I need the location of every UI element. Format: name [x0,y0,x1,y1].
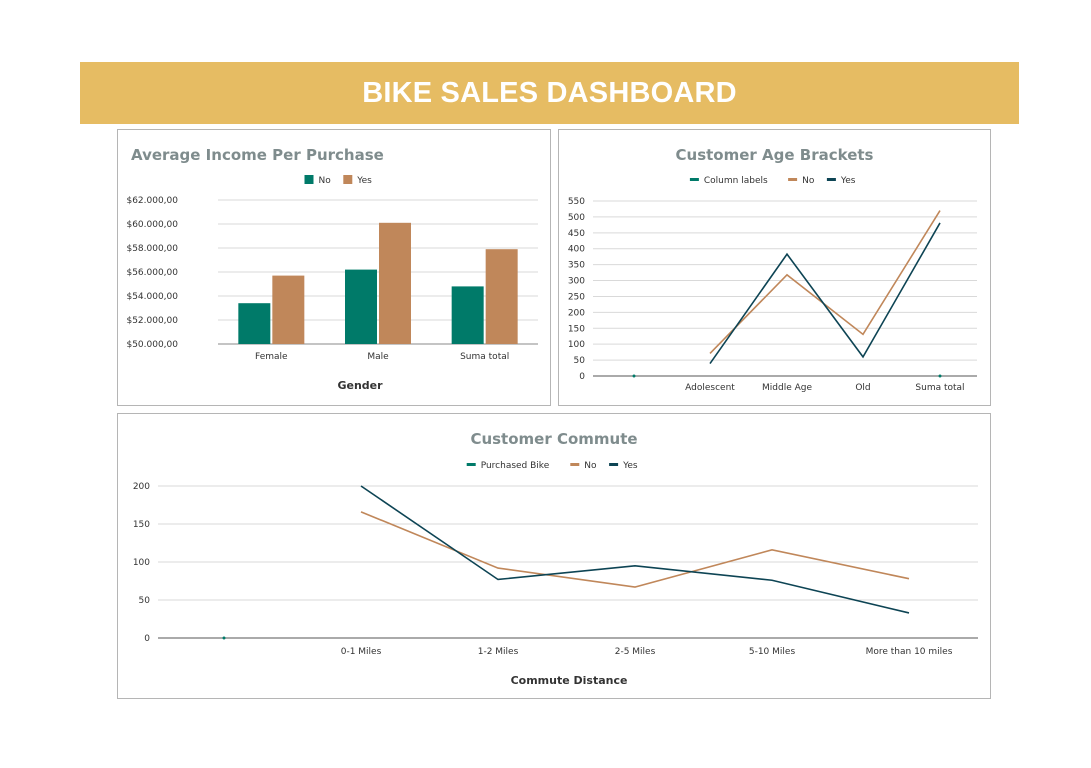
x-axis-label: Commute Distance [511,674,628,687]
point-0-0 [632,374,636,378]
y-tick-label: 150 [568,324,585,334]
legend-swatch-0 [304,175,314,184]
x-tick-label: 2-5 Miles [615,647,656,657]
point-0-4 [938,374,942,378]
dashboard-title: BIKE SALES DASHBOARD [362,76,737,109]
y-tick-label: 200 [568,308,585,318]
legend-label-1: Yes [356,176,372,186]
bar-yes-2 [485,249,518,344]
x-tick-label: Adolescent [685,383,735,393]
bar-no-1 [345,269,377,344]
x-axis-label: Gender [337,379,383,392]
bar-no-0 [238,303,271,344]
dashboard-banner: BIKE SALES DASHBOARD [80,62,1019,124]
y-tick-label: $62.000,00 [126,196,178,206]
x-tick-label: More than 10 miles [866,647,953,657]
y-tick-label: 400 [568,245,585,255]
income-chart-panel: Average Income Per Purchase No Yes $50.000,… [117,129,551,406]
y-tick-label: $54.000,00 [126,292,178,302]
y-tick-label: 550 [568,197,585,207]
legend-label-1: No [584,461,597,471]
legend-label-0: No [319,176,332,186]
y-tick-label: 0 [579,372,585,382]
y-tick-label: $52.000,00 [126,316,178,326]
y-tick-label: $56.000,00 [126,268,178,278]
bar-yes-1 [379,222,411,344]
y-tick-label: 300 [568,277,585,287]
legend-label-2: Yes [622,461,638,471]
y-tick-label: $58.000,00 [126,244,178,254]
y-tick-label: 100 [133,558,150,568]
x-tick-label: 1-2 Miles [478,647,519,657]
y-tick-label: 50 [574,356,586,366]
legend-swatch-1 [343,175,353,184]
point-0-0 [222,636,226,640]
y-tick-label: 100 [568,340,585,350]
y-tick-label: 50 [139,596,151,606]
chart-title: Average Income Per Purchase [131,146,384,164]
chart-title: Customer Commute [470,430,637,448]
bar-yes-0 [272,275,305,344]
y-tick-label: 500 [568,213,585,223]
x-tick-label: Female [255,352,288,362]
income-chart: Average Income Per Purchase No Yes $50.000,… [126,146,538,392]
y-tick-label: 250 [568,292,585,302]
y-tick-label: $50.000,00 [126,340,178,350]
x-tick-label: 5-10 Miles [749,647,796,657]
x-tick-label: Suma total [915,383,964,393]
x-tick-label: Male [367,352,389,362]
series-line-yes [360,485,910,614]
commute-chart-panel: Customer Commute Purchased Bike No Yes 0 50 10… [117,413,991,699]
bar-no-2 [451,286,484,344]
x-tick-label: Suma total [460,352,509,362]
y-tick-label: 150 [133,520,150,530]
x-tick-label: Old [855,383,870,393]
age-chart: Customer Age Brackets Column labels No Yes 0… [568,146,977,393]
y-tick-label: 200 [133,482,150,492]
y-tick-label: 350 [568,261,585,271]
legend-label-0: Purchased Bike [481,461,550,471]
age-chart-panel: Customer Age Brackets Column labels No Yes 0… [558,129,991,406]
legend-label-0: Column labels [704,176,768,186]
y-tick-label: 0 [144,634,150,644]
y-tick-label: $60.000,00 [126,220,178,230]
chart-title: Customer Age Brackets [676,146,874,164]
series-line-yes [709,222,941,365]
x-tick-label: Middle Age [762,383,812,393]
legend-label-2: Yes [840,176,856,186]
legend-label-1: No [802,176,815,186]
x-tick-label: 0-1 Miles [341,647,382,657]
commute-chart: Customer Commute Purchased Bike No Yes 0 50 10… [133,430,978,687]
y-tick-label: 450 [568,229,585,239]
series-line-no [360,511,910,588]
